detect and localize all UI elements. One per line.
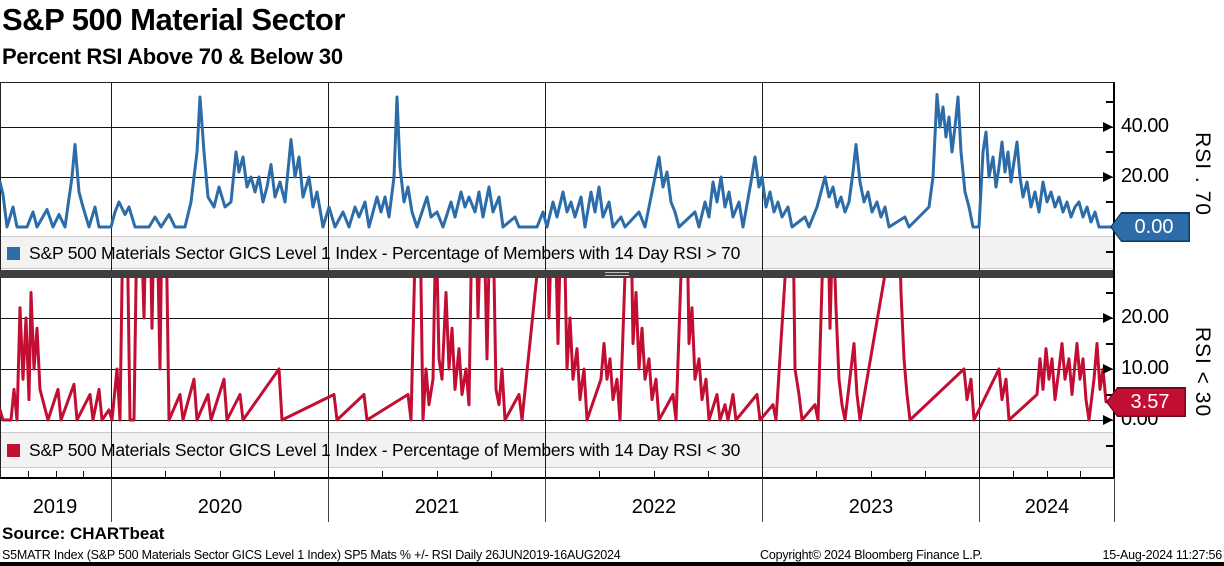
legend-label: S&P 500 Materials Sector GICS Level 1 In…	[29, 242, 741, 263]
last-value-badge-red[interactable]: 3.57	[1106, 387, 1186, 417]
x-minor-tick	[708, 471, 709, 477]
legend-label: S&P 500 Materials Sector GICS Level 1 In…	[29, 439, 741, 460]
bottom-edge-bar	[0, 562, 1224, 566]
x-minor-tick	[83, 471, 84, 477]
page-subtitle: Percent RSI Above 70 & Below 30	[2, 44, 343, 69]
x-minor-tick	[382, 471, 383, 477]
chart-left-border	[0, 82, 1, 477]
bottom-axis-title: RSI < 30	[1191, 326, 1214, 418]
y-minor-tick	[1106, 291, 1113, 294]
axis-arrow-tick	[1103, 364, 1113, 374]
rsi-below-30-line-chart	[0, 278, 1114, 422]
x-year-divider	[111, 478, 112, 522]
timestamp: 15-Aug-2024 11:27:56	[1102, 548, 1223, 562]
year-gridline	[328, 82, 329, 477]
x-minor-tick	[491, 471, 492, 477]
legend-item-rsi-below-30[interactable]: S&P 500 Materials Sector GICS Level 1 In…	[0, 436, 1114, 464]
splitter-grip-icon	[605, 272, 629, 273]
y-minor-tick	[1106, 201, 1113, 203]
y-gridline	[0, 369, 1114, 370]
x-year-label: 2019	[32, 496, 78, 518]
x-minor-tick	[654, 471, 655, 477]
y-minor-tick	[1106, 251, 1113, 253]
legend-marker-red	[7, 443, 20, 457]
top-axis-title: RSI . 70	[1191, 132, 1214, 216]
x-minor-tick	[816, 471, 817, 477]
x-year-divider	[762, 478, 763, 522]
legend-marker-blue	[7, 246, 20, 260]
y-minor-tick	[1106, 393, 1113, 396]
y-tick-label: 20.00	[1121, 306, 1169, 328]
x-minor-tick	[925, 471, 926, 477]
y-tick-label: 40.00	[1121, 115, 1169, 137]
legend-item-rsi-above-70[interactable]: S&P 500 Materials Sector GICS Level 1 In…	[0, 239, 1114, 267]
panel-splitter[interactable]	[0, 270, 1114, 278]
x-year-label: 2020	[197, 496, 243, 518]
rsi-above-70-line-chart	[0, 93, 1114, 229]
x-year-label: 2021	[414, 496, 460, 518]
year-gridline	[762, 82, 763, 477]
y-minor-tick	[1106, 101, 1113, 103]
x-minor-tick	[220, 471, 221, 477]
x-axis-line	[0, 477, 1115, 479]
x-minor-tick	[1013, 471, 1014, 477]
y-minor-tick	[1106, 444, 1113, 447]
x-year-divider	[328, 478, 329, 522]
source-label: Source: CHARTbeat	[2, 524, 165, 543]
chart-info-line: S5MATR Index (S&P 500 Materials Sector G…	[2, 548, 621, 562]
x-minor-tick	[437, 471, 438, 477]
badge-value: 3.57	[1107, 388, 1185, 416]
last-value-badge-blue[interactable]: 0.00	[1110, 212, 1190, 242]
x-year-divider	[979, 478, 980, 522]
year-gridline	[545, 82, 546, 477]
x-minor-tick	[165, 471, 166, 477]
legend-strip-top	[0, 236, 1114, 269]
x-minor-tick	[274, 471, 275, 477]
y-tick-label: 20.00	[1121, 165, 1169, 187]
badge-value: 0.00	[1111, 213, 1189, 241]
year-gridline	[111, 82, 112, 477]
x-year-label: 2022	[631, 496, 677, 518]
y-minor-tick	[1106, 342, 1113, 345]
copyright-line: Copyright© 2024 Bloomberg Finance L.P.	[760, 548, 983, 562]
y-gridline	[0, 127, 1114, 128]
x-minor-tick	[56, 471, 57, 477]
axis-arrow-tick	[1103, 313, 1113, 323]
y-gridline	[0, 177, 1114, 178]
x-year-label: 2024	[1024, 496, 1070, 518]
right-axis-line	[1113, 82, 1115, 478]
page-title: S&P 500 Material Sector	[2, 2, 345, 37]
x-year-label: 2023	[848, 496, 894, 518]
year-gridline	[979, 82, 980, 477]
x-year-divider	[545, 478, 546, 522]
x-minor-tick	[28, 471, 29, 477]
axis-arrow-tick	[1103, 415, 1113, 425]
y-minor-tick	[1106, 151, 1113, 153]
x-minor-tick	[599, 471, 600, 477]
chart-top-border	[0, 82, 1114, 83]
x-minor-tick	[1080, 471, 1081, 477]
y-gridline	[0, 420, 1114, 421]
y-tick-label: 10.00	[1121, 357, 1169, 379]
axis-arrow-tick	[1103, 122, 1113, 132]
x-year-divider	[1114, 478, 1115, 522]
x-minor-tick	[1047, 471, 1048, 477]
legend-strip-bottom	[0, 432, 1114, 468]
splitter-grip-icon	[605, 275, 629, 276]
axis-arrow-tick	[1103, 172, 1113, 182]
x-minor-tick	[871, 471, 872, 477]
